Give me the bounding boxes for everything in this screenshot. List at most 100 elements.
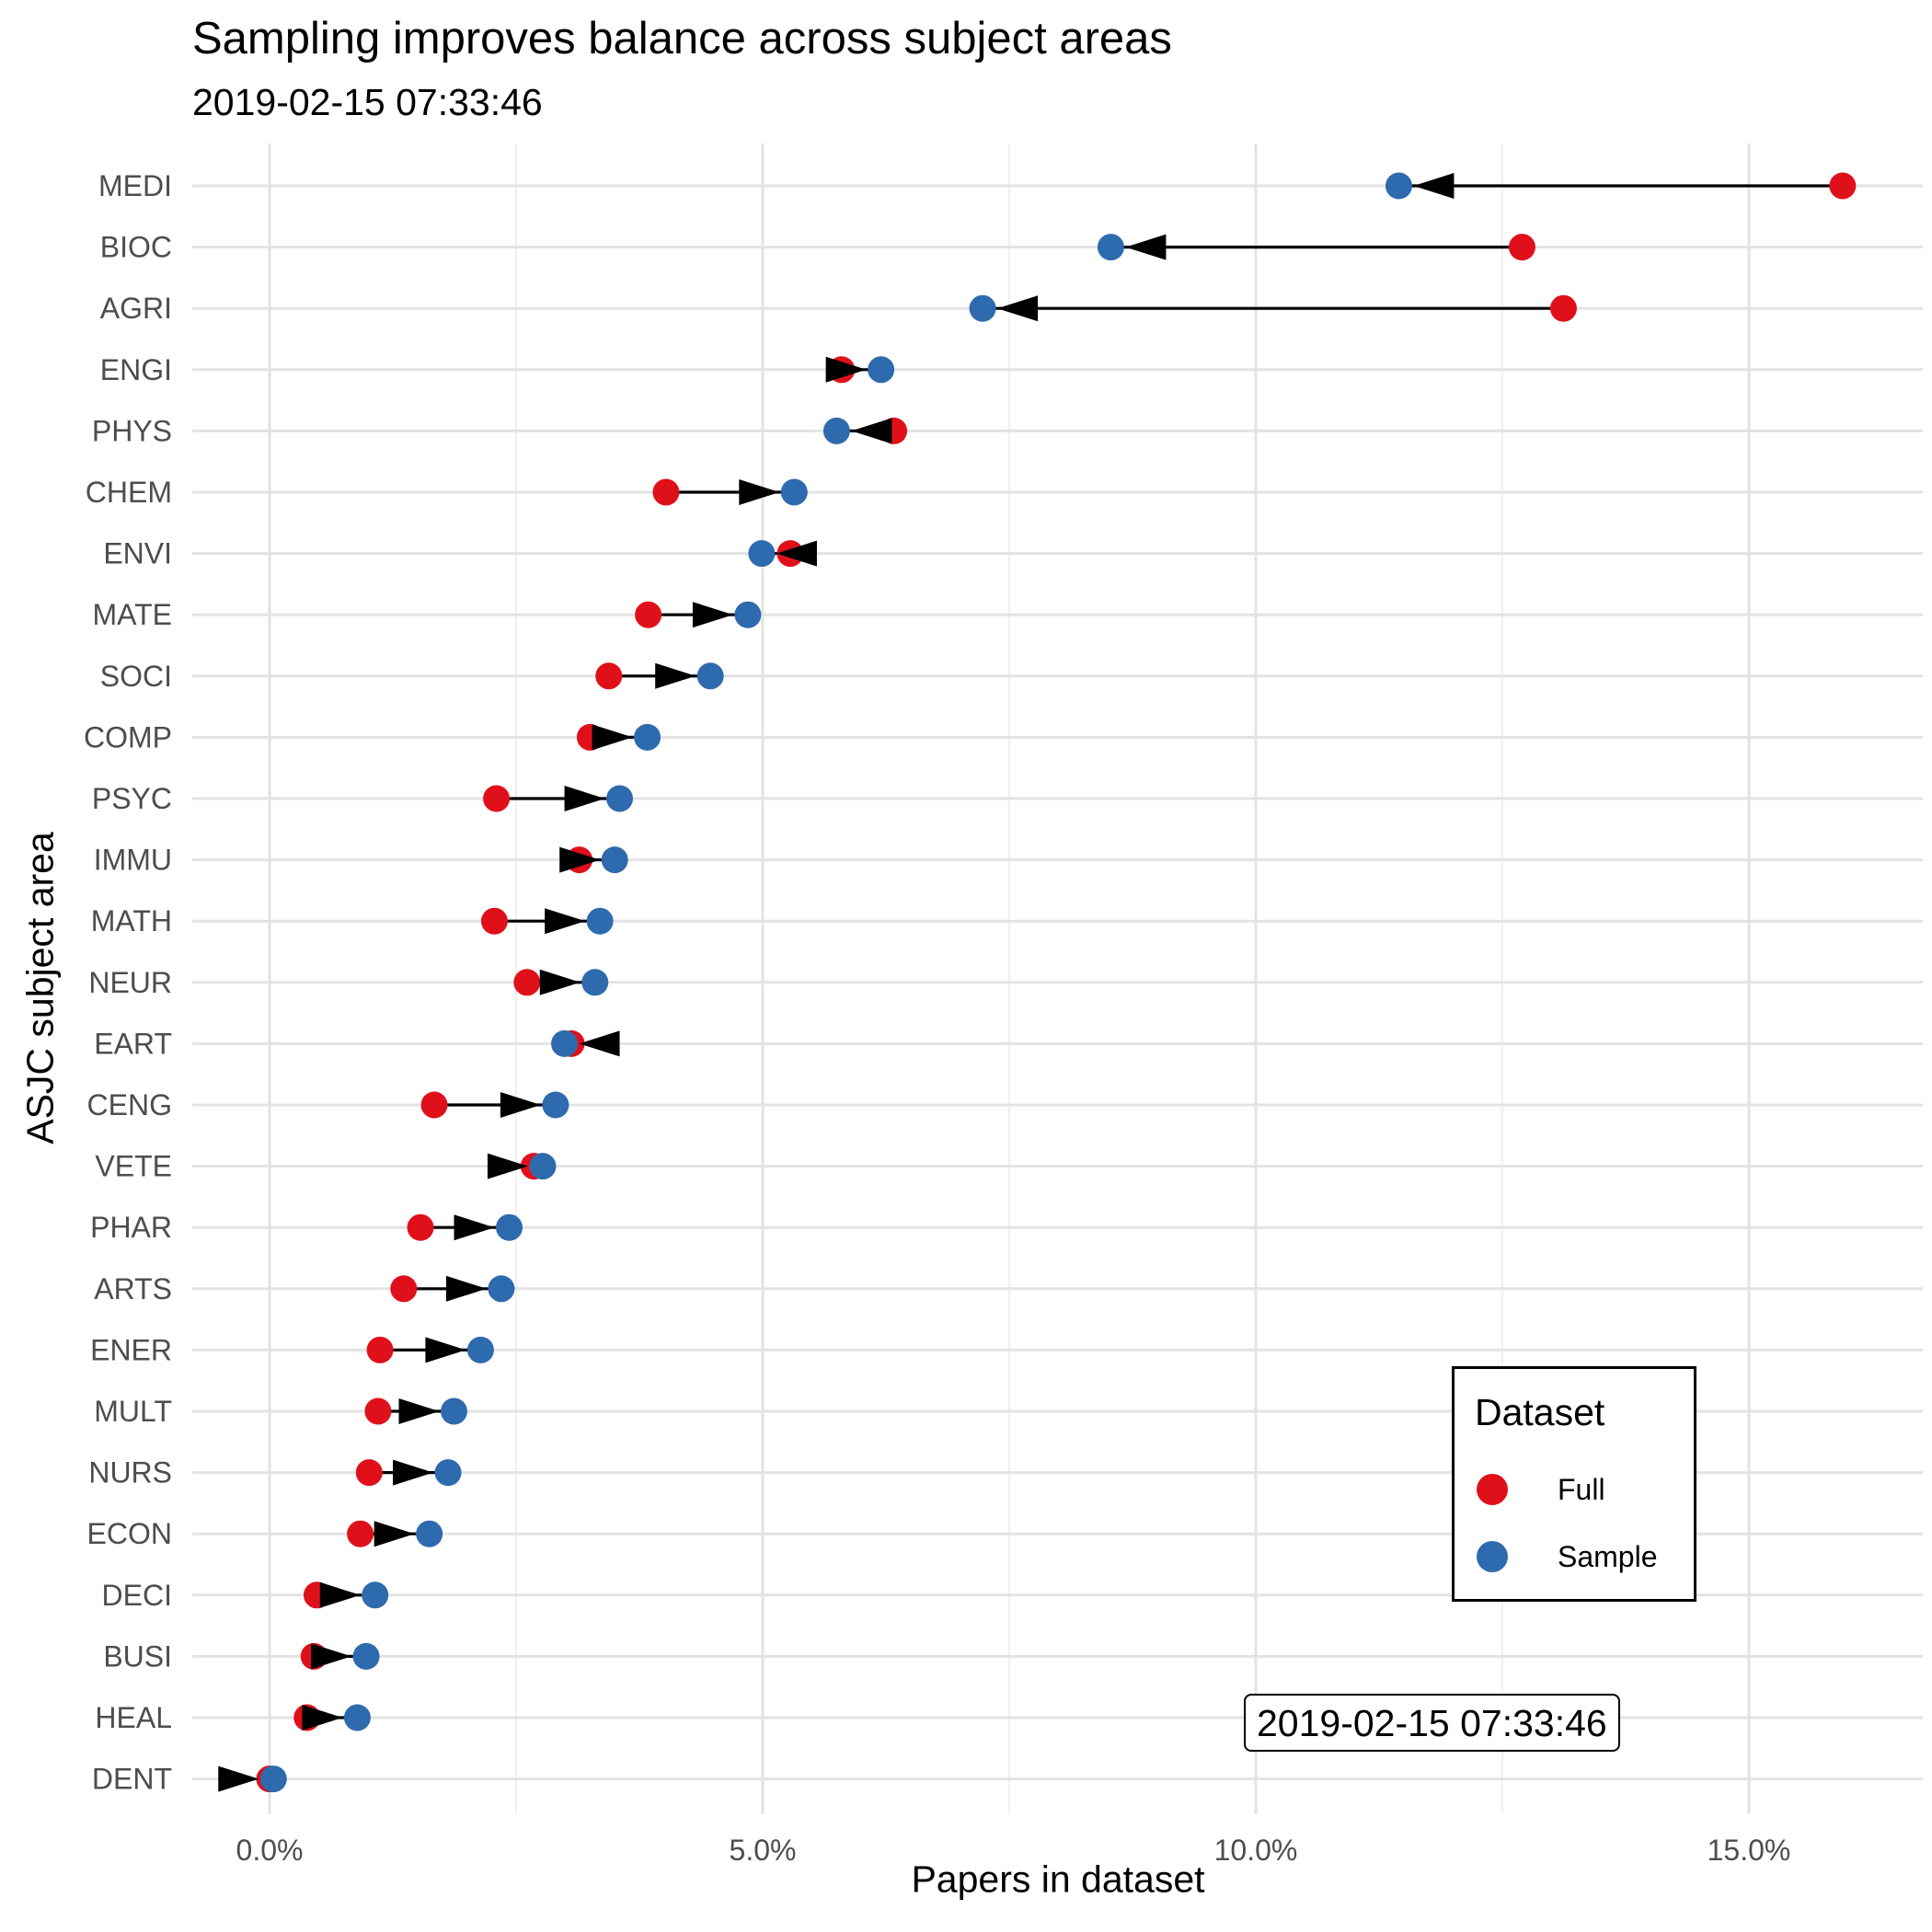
arrowhead <box>851 418 892 444</box>
arrowhead <box>398 1398 440 1424</box>
legend-label-sample: Sample <box>1558 1539 1658 1573</box>
y-tick-label: PHYS <box>92 414 172 447</box>
y-tick-label: COMP <box>84 720 172 753</box>
point-sample <box>352 1642 380 1670</box>
y-tick-label: SOCI <box>100 660 172 693</box>
chart-subtitle: 2019-02-15 07:33:46 <box>192 81 543 123</box>
y-tick-label: ENVI <box>103 537 172 570</box>
y-tick-label: VETE <box>95 1150 172 1183</box>
arrowhead <box>564 786 605 811</box>
arrowhead <box>997 295 1039 322</box>
point-sample <box>822 417 850 444</box>
arrowhead <box>559 846 601 873</box>
arrowhead <box>655 662 696 689</box>
x-tick-label: 5.0% <box>730 1834 797 1867</box>
point-full <box>513 969 541 996</box>
arrowhead <box>445 1275 487 1302</box>
point-full <box>366 1336 394 1363</box>
point-sample <box>434 1459 462 1487</box>
y-tick-label: MEDI <box>98 169 172 202</box>
arrowhead <box>1125 234 1167 260</box>
legend-title: Dataset <box>1475 1391 1605 1433</box>
point-full <box>1508 234 1535 261</box>
point-sample <box>529 1153 557 1180</box>
point-sample <box>696 662 724 690</box>
point-full <box>635 601 662 628</box>
point-full <box>1829 172 1857 200</box>
y-tick-label: NEUR <box>88 966 172 999</box>
x-tick-label: 0.0% <box>236 1834 304 1867</box>
arrowhead <box>374 1521 415 1547</box>
arrowhead <box>393 1459 434 1486</box>
arrowhead <box>302 1705 343 1731</box>
point-full <box>407 1213 434 1241</box>
point-full <box>595 662 623 690</box>
y-tick-label: MULT <box>94 1395 172 1428</box>
arrowhead <box>692 602 733 628</box>
arrowhead <box>825 356 867 383</box>
x-axis-ticks: 0.0% 5.0% 10.0% 15.0% <box>236 1834 1791 1867</box>
arrowhead <box>454 1214 495 1241</box>
legend-swatch-full <box>1477 1474 1508 1505</box>
arrowhead <box>545 908 586 935</box>
point-sample <box>601 846 628 874</box>
legend: Dataset Full Sample <box>1452 1366 1696 1602</box>
point-sample <box>440 1397 467 1425</box>
arrowhead <box>739 479 780 505</box>
point-sample <box>780 478 808 506</box>
legend-item-sample: Sample <box>1475 1538 1658 1575</box>
y-tick-label: ARTS <box>94 1272 172 1305</box>
point-sample <box>542 1091 569 1119</box>
point-sample <box>586 907 614 935</box>
y-tick-label: BIOC <box>100 231 172 264</box>
x-axis-label: Papers in dataset <box>911 1857 1205 1901</box>
y-tick-label: ENER <box>90 1333 172 1366</box>
x-tick-label: 10.0% <box>1214 1834 1298 1867</box>
legend-label-full: Full <box>1558 1472 1605 1506</box>
point-sample <box>1385 172 1412 200</box>
y-tick-label: MATH <box>91 904 172 937</box>
y-tick-label: AGRI <box>100 292 172 325</box>
y-axis-label: ASJC subject area <box>18 832 62 1144</box>
y-axis-ticks: MEDI BIOC AGRI ENGI PHYS CHEM ENVI MATE SOCI COMP… <box>84 169 172 1796</box>
data-points <box>218 172 1857 1793</box>
point-sample <box>634 723 661 751</box>
point-sample <box>259 1765 287 1793</box>
y-tick-label: PSYC <box>92 782 172 815</box>
point-sample <box>343 1704 371 1731</box>
point-sample <box>606 785 634 812</box>
point-full <box>652 478 680 506</box>
point-sample <box>1097 234 1124 261</box>
point-full <box>1549 294 1577 322</box>
y-tick-label: CHEM <box>86 476 172 509</box>
arrowhead <box>1413 173 1455 199</box>
y-tick-label: CENG <box>87 1088 172 1121</box>
arrowhead <box>425 1337 466 1363</box>
point-full <box>483 785 511 812</box>
arrowhead <box>592 724 633 751</box>
legend-swatch-sample <box>1477 1541 1508 1572</box>
point-sample <box>551 1029 579 1057</box>
arrowhead <box>500 1092 541 1118</box>
point-sample <box>466 1336 494 1363</box>
y-tick-label: DENT <box>92 1763 172 1796</box>
point-sample <box>581 969 609 996</box>
y-tick-label: MATE <box>92 598 172 631</box>
point-full <box>364 1397 392 1425</box>
point-sample <box>734 601 762 628</box>
point-full <box>390 1275 418 1303</box>
y-tick-label: PHAR <box>90 1211 172 1244</box>
point-sample <box>488 1275 515 1303</box>
arrowhead <box>311 1643 352 1670</box>
y-tick-label: IMMU <box>94 844 172 877</box>
point-full <box>347 1520 374 1547</box>
point-sample <box>969 294 996 322</box>
timestamp-annotation: 2019-02-15 07:33:46 <box>1244 1694 1620 1752</box>
y-tick-label: EART <box>94 1027 172 1060</box>
point-sample <box>748 540 776 568</box>
point-sample <box>868 356 895 384</box>
point-full <box>355 1459 383 1487</box>
point-sample <box>495 1213 523 1241</box>
y-tick-label: ECON <box>87 1517 172 1550</box>
